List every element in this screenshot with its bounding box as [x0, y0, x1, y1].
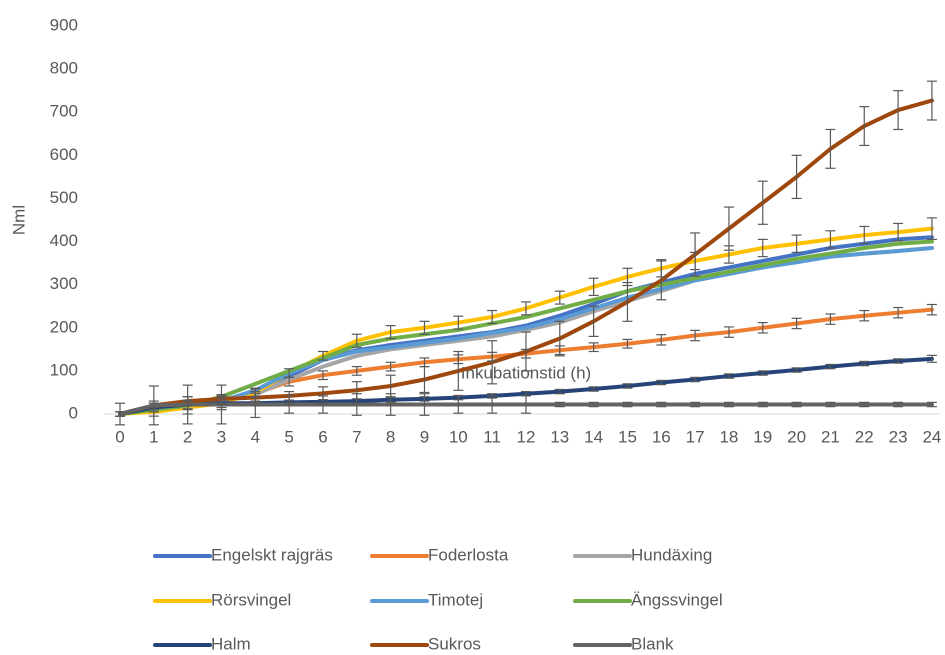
- x-tick-label: 17: [686, 427, 705, 446]
- x-tick-label: 18: [719, 427, 738, 446]
- legend-label: Ängssvingel: [631, 590, 723, 609]
- legend-label: Hundäxing: [631, 545, 712, 564]
- legend-label: Timotej: [428, 590, 483, 609]
- x-tick-label: 15: [618, 427, 637, 446]
- y-tick-label: 200: [50, 317, 78, 336]
- x-tick-label: 14: [584, 427, 603, 446]
- legend-label: Sukros: [428, 634, 481, 653]
- legend-label: Halm: [211, 634, 251, 653]
- x-tick-label: 19: [753, 427, 772, 446]
- x-tick-label: 16: [652, 427, 671, 446]
- legend-label: Foderlosta: [428, 545, 509, 564]
- y-tick-label: 500: [50, 188, 78, 207]
- x-tick-label: 23: [889, 427, 908, 446]
- x-tick-label: 5: [284, 427, 293, 446]
- x-tick-label: 9: [420, 427, 429, 446]
- y-tick-label: 0: [69, 403, 78, 422]
- legend-label: Rörsvingel: [211, 590, 291, 609]
- series-line: [118, 239, 934, 416]
- x-tick-label: 22: [855, 427, 874, 446]
- x-tick-label: 2: [183, 427, 192, 446]
- y-tick-label: 900: [50, 15, 78, 34]
- x-tick-label: 21: [821, 427, 840, 446]
- x-tick-label: 4: [251, 427, 260, 446]
- y-axis-title: Nml: [9, 205, 28, 235]
- x-axis-title: Inkubationstid (h): [461, 363, 591, 382]
- y-tick-label: 300: [50, 274, 78, 293]
- legend-label: Blank: [631, 634, 674, 653]
- x-tick-label: 20: [787, 427, 806, 446]
- x-tick-label: 24: [922, 427, 941, 446]
- y-tick-label: 600: [50, 145, 78, 164]
- y-tick-label: 700: [50, 102, 78, 121]
- y-tick-label: 800: [50, 59, 78, 78]
- x-tick-label: 13: [550, 427, 569, 446]
- x-tick-label: 1: [149, 427, 158, 446]
- x-tick-label: 8: [386, 427, 395, 446]
- x-tick-label: 12: [516, 427, 535, 446]
- y-tick-label: 100: [50, 360, 78, 379]
- y-tick-label: 400: [50, 231, 78, 250]
- x-tick-label: 11: [483, 427, 501, 446]
- x-tick-label: 3: [217, 427, 226, 446]
- x-tick-label: 10: [449, 427, 468, 446]
- x-tick-label: 0: [115, 427, 124, 446]
- x-tick-label: 6: [318, 427, 327, 446]
- legend-label: Engelskt rajgräs: [211, 545, 333, 564]
- x-tick-label: 7: [352, 427, 361, 446]
